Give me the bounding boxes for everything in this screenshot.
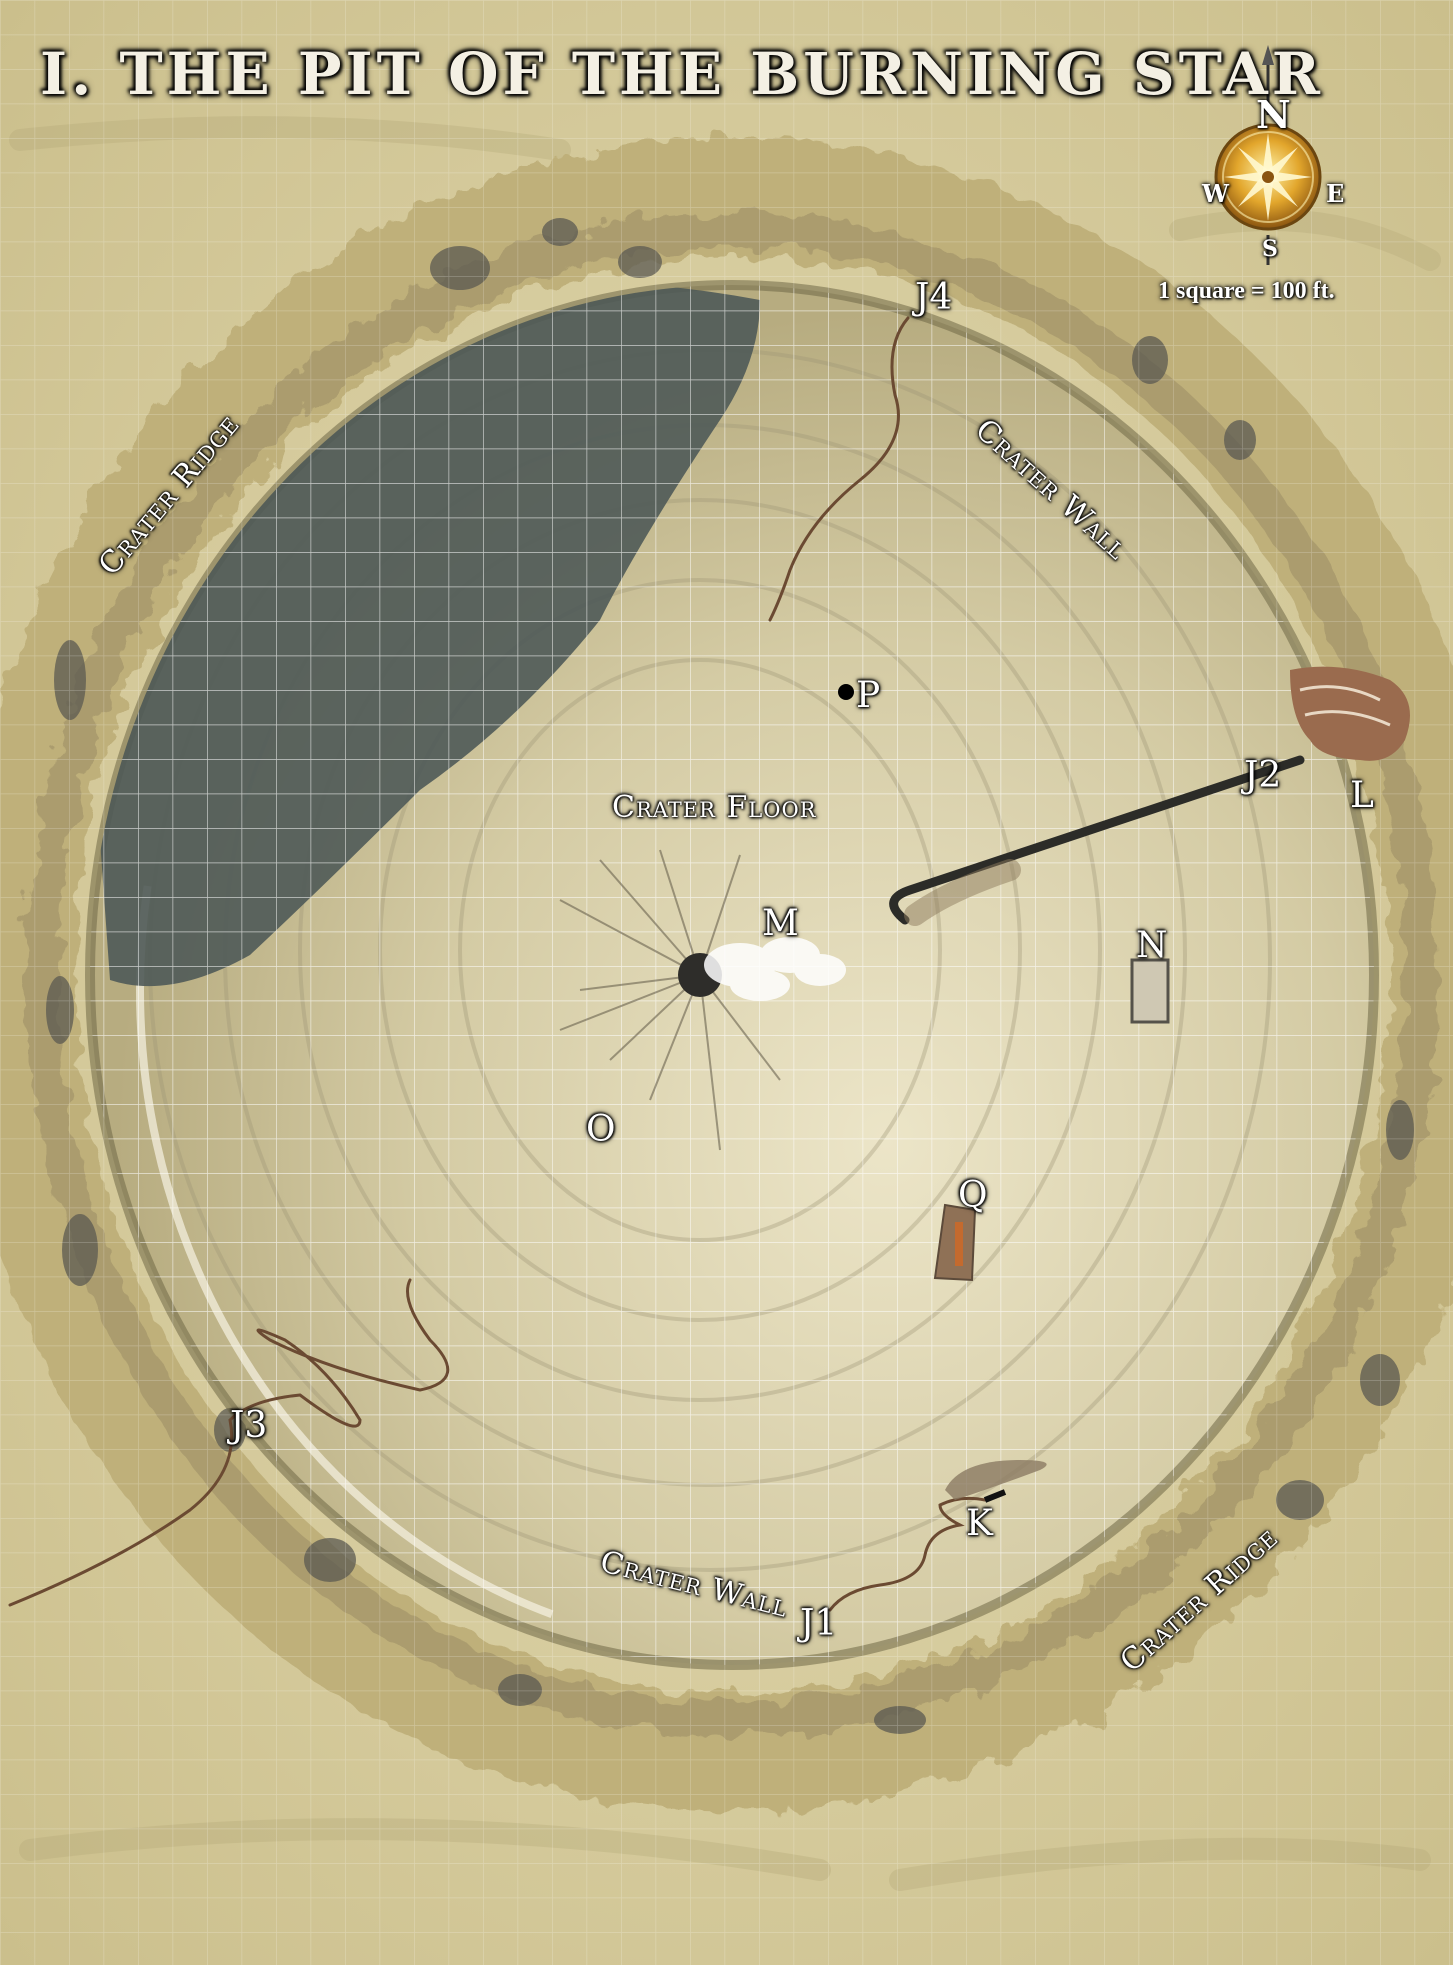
trail-j4 [768, 316, 910, 622]
gate-k [983, 1489, 1007, 1503]
marker-p: P [856, 675, 881, 716]
rock-k [945, 1460, 1047, 1500]
compass-west: W [1202, 179, 1229, 208]
trail-j1 [828, 1496, 987, 1612]
causeway [889, 755, 1305, 926]
marker-j4: J4 [915, 277, 953, 318]
trail-j3 [8, 1278, 450, 1607]
vent-smoke [704, 937, 846, 1001]
marker-j2: J2 [1244, 755, 1282, 796]
structure-n [1130, 958, 1170, 1024]
compass-south: S [1262, 236, 1278, 262]
marker-j3: J3 [230, 1405, 268, 1446]
map-title: I. THE PIT OF THE BURNING STAR [40, 40, 1324, 108]
marker-j1: J1 [800, 1603, 838, 1644]
marker-m: M [762, 903, 799, 944]
marker-k: K [966, 1503, 993, 1544]
marker-n: N [1136, 925, 1168, 966]
marker-q: Q [958, 1175, 988, 1216]
marker-l: L [1350, 775, 1374, 816]
compass-north: N [1256, 92, 1291, 137]
marker-o: O [586, 1109, 616, 1150]
map-scale: 1 square = 100 ft. [1158, 278, 1335, 304]
compass-east: E [1326, 179, 1345, 208]
marker-p-dot [838, 684, 854, 700]
label-crater-floor: Crater Floor [612, 790, 817, 825]
compass-rose-icon [1214, 45, 1322, 265]
trails [8, 316, 987, 1612]
